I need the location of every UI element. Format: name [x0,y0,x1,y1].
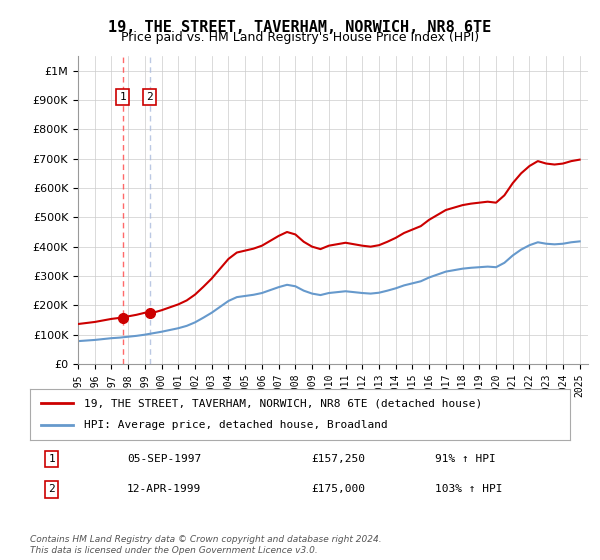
Text: 19, THE STREET, TAVERHAM, NORWICH, NR8 6TE: 19, THE STREET, TAVERHAM, NORWICH, NR8 6… [109,20,491,35]
Text: 1: 1 [119,92,126,102]
Text: 2: 2 [48,484,55,494]
Text: £175,000: £175,000 [311,484,365,494]
Text: This data is licensed under the Open Government Licence v3.0.: This data is licensed under the Open Gov… [30,546,318,555]
Text: 2: 2 [146,92,153,102]
Text: Contains HM Land Registry data © Crown copyright and database right 2024.: Contains HM Land Registry data © Crown c… [30,535,382,544]
Text: 1: 1 [48,454,55,464]
Text: Price paid vs. HM Land Registry's House Price Index (HPI): Price paid vs. HM Land Registry's House … [121,31,479,44]
Text: £157,250: £157,250 [311,454,365,464]
Text: 19, THE STREET, TAVERHAM, NORWICH, NR8 6TE (detached house): 19, THE STREET, TAVERHAM, NORWICH, NR8 6… [84,398,482,408]
Text: HPI: Average price, detached house, Broadland: HPI: Average price, detached house, Broa… [84,421,388,431]
Text: 05-SEP-1997: 05-SEP-1997 [127,454,202,464]
Text: 91% ↑ HPI: 91% ↑ HPI [435,454,496,464]
Text: 12-APR-1999: 12-APR-1999 [127,484,202,494]
Text: 103% ↑ HPI: 103% ↑ HPI [435,484,503,494]
